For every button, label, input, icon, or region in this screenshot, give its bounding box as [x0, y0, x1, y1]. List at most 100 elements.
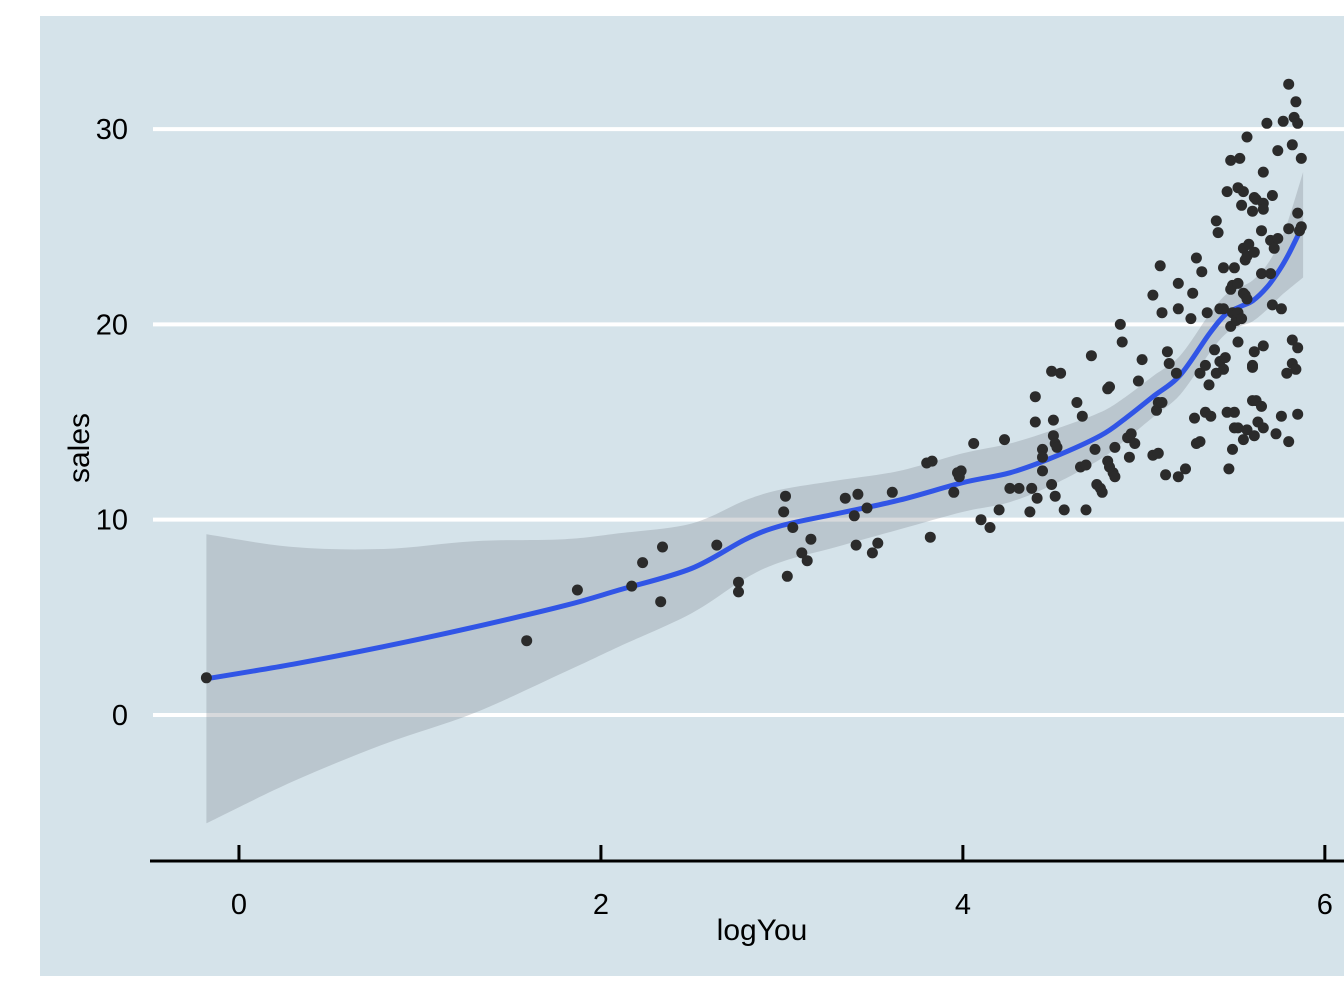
data-point — [1172, 303, 1184, 315]
data-point — [1026, 482, 1038, 494]
data-point — [1046, 365, 1058, 377]
data-point — [1266, 299, 1278, 311]
y-tick-label: 10 — [96, 505, 128, 537]
data-point — [1256, 268, 1267, 280]
data-point — [1232, 277, 1244, 289]
data-point — [1257, 203, 1269, 215]
data-point — [1247, 205, 1258, 217]
data-point — [1218, 363, 1229, 375]
data-point — [1096, 486, 1108, 498]
data-point — [1257, 166, 1269, 178]
data-point — [1132, 375, 1144, 387]
data-point — [1189, 412, 1200, 424]
data-point — [1080, 504, 1092, 516]
data-point — [850, 539, 862, 551]
data-point — [1049, 490, 1061, 502]
data-point — [1283, 223, 1295, 235]
data-point — [1152, 447, 1164, 459]
data-point — [1209, 344, 1220, 356]
data-point — [1265, 268, 1277, 280]
y-tick-label: 20 — [96, 309, 128, 341]
data-point — [1037, 465, 1048, 477]
data-point — [1104, 381, 1115, 393]
data-point — [1275, 410, 1287, 422]
data-point — [1257, 340, 1269, 352]
data-point — [1275, 303, 1287, 315]
data-point — [1292, 342, 1304, 354]
data-point — [839, 492, 851, 504]
data-point — [1004, 482, 1016, 494]
data-point — [1237, 434, 1249, 446]
data-point — [1172, 471, 1184, 483]
data-point — [1196, 266, 1208, 278]
data-point — [801, 555, 813, 567]
data-point — [1205, 410, 1217, 422]
data-point — [999, 434, 1010, 446]
data-point — [975, 514, 987, 526]
data-point — [1013, 482, 1025, 494]
data-point — [1237, 186, 1249, 198]
data-point — [1227, 443, 1238, 455]
data-point — [1228, 262, 1240, 274]
data-point — [1232, 422, 1244, 434]
data-point — [805, 533, 817, 545]
data-point — [1058, 504, 1070, 516]
y-tick-label: 30 — [96, 114, 128, 146]
data-point — [1163, 358, 1175, 369]
data-point — [657, 541, 668, 553]
data-point — [1109, 471, 1121, 483]
data-point — [1029, 391, 1041, 403]
data-point — [1221, 186, 1233, 198]
data-point — [1290, 363, 1302, 375]
data-point — [1241, 131, 1253, 143]
data-point — [1266, 190, 1278, 201]
data-point — [848, 510, 860, 522]
data-point — [626, 580, 638, 592]
data-point — [1212, 227, 1224, 239]
data-point — [1295, 221, 1307, 233]
data-point — [778, 506, 790, 518]
data-point — [872, 537, 884, 549]
data-point — [1051, 441, 1063, 453]
data-point — [1194, 367, 1206, 379]
data-point — [1218, 303, 1229, 315]
data-point — [1219, 352, 1231, 364]
data-point — [1248, 346, 1260, 358]
data-point — [1277, 115, 1289, 127]
x-axis-title: logYou — [716, 914, 808, 947]
data-point — [1024, 506, 1036, 518]
data-point — [1286, 334, 1298, 346]
data-point — [1123, 451, 1135, 463]
data-point — [796, 547, 808, 559]
data-point — [953, 471, 965, 483]
data-point — [1109, 441, 1121, 453]
data-point — [1223, 463, 1235, 475]
data-point — [1046, 479, 1058, 490]
data-point — [924, 531, 936, 543]
data-point — [993, 504, 1005, 516]
data-point — [655, 596, 667, 608]
data-point — [1236, 199, 1248, 211]
x-tick-label: 6 — [1317, 889, 1333, 921]
data-point — [1292, 207, 1304, 219]
data-point — [1080, 459, 1092, 471]
y-tick-label: 0 — [112, 700, 128, 732]
loess-scatter-figure: 0 2 4 6 0 10 20 30 sales logYou — [40, 16, 1344, 976]
data-point — [1031, 492, 1043, 504]
data-point — [1114, 318, 1126, 330]
data-point — [1236, 313, 1248, 325]
data-point — [926, 455, 938, 467]
data-point — [1194, 436, 1206, 448]
data-point — [1283, 78, 1295, 90]
data-point — [711, 539, 723, 551]
data-point — [200, 672, 212, 684]
data-point — [780, 490, 791, 502]
data-point — [1037, 451, 1048, 463]
data-point — [1243, 238, 1255, 250]
data-point — [852, 488, 864, 500]
data-point — [1295, 152, 1307, 164]
data-point — [1029, 416, 1041, 428]
data-point — [1156, 307, 1168, 319]
data-point — [1187, 287, 1199, 299]
data-point — [1248, 430, 1260, 442]
